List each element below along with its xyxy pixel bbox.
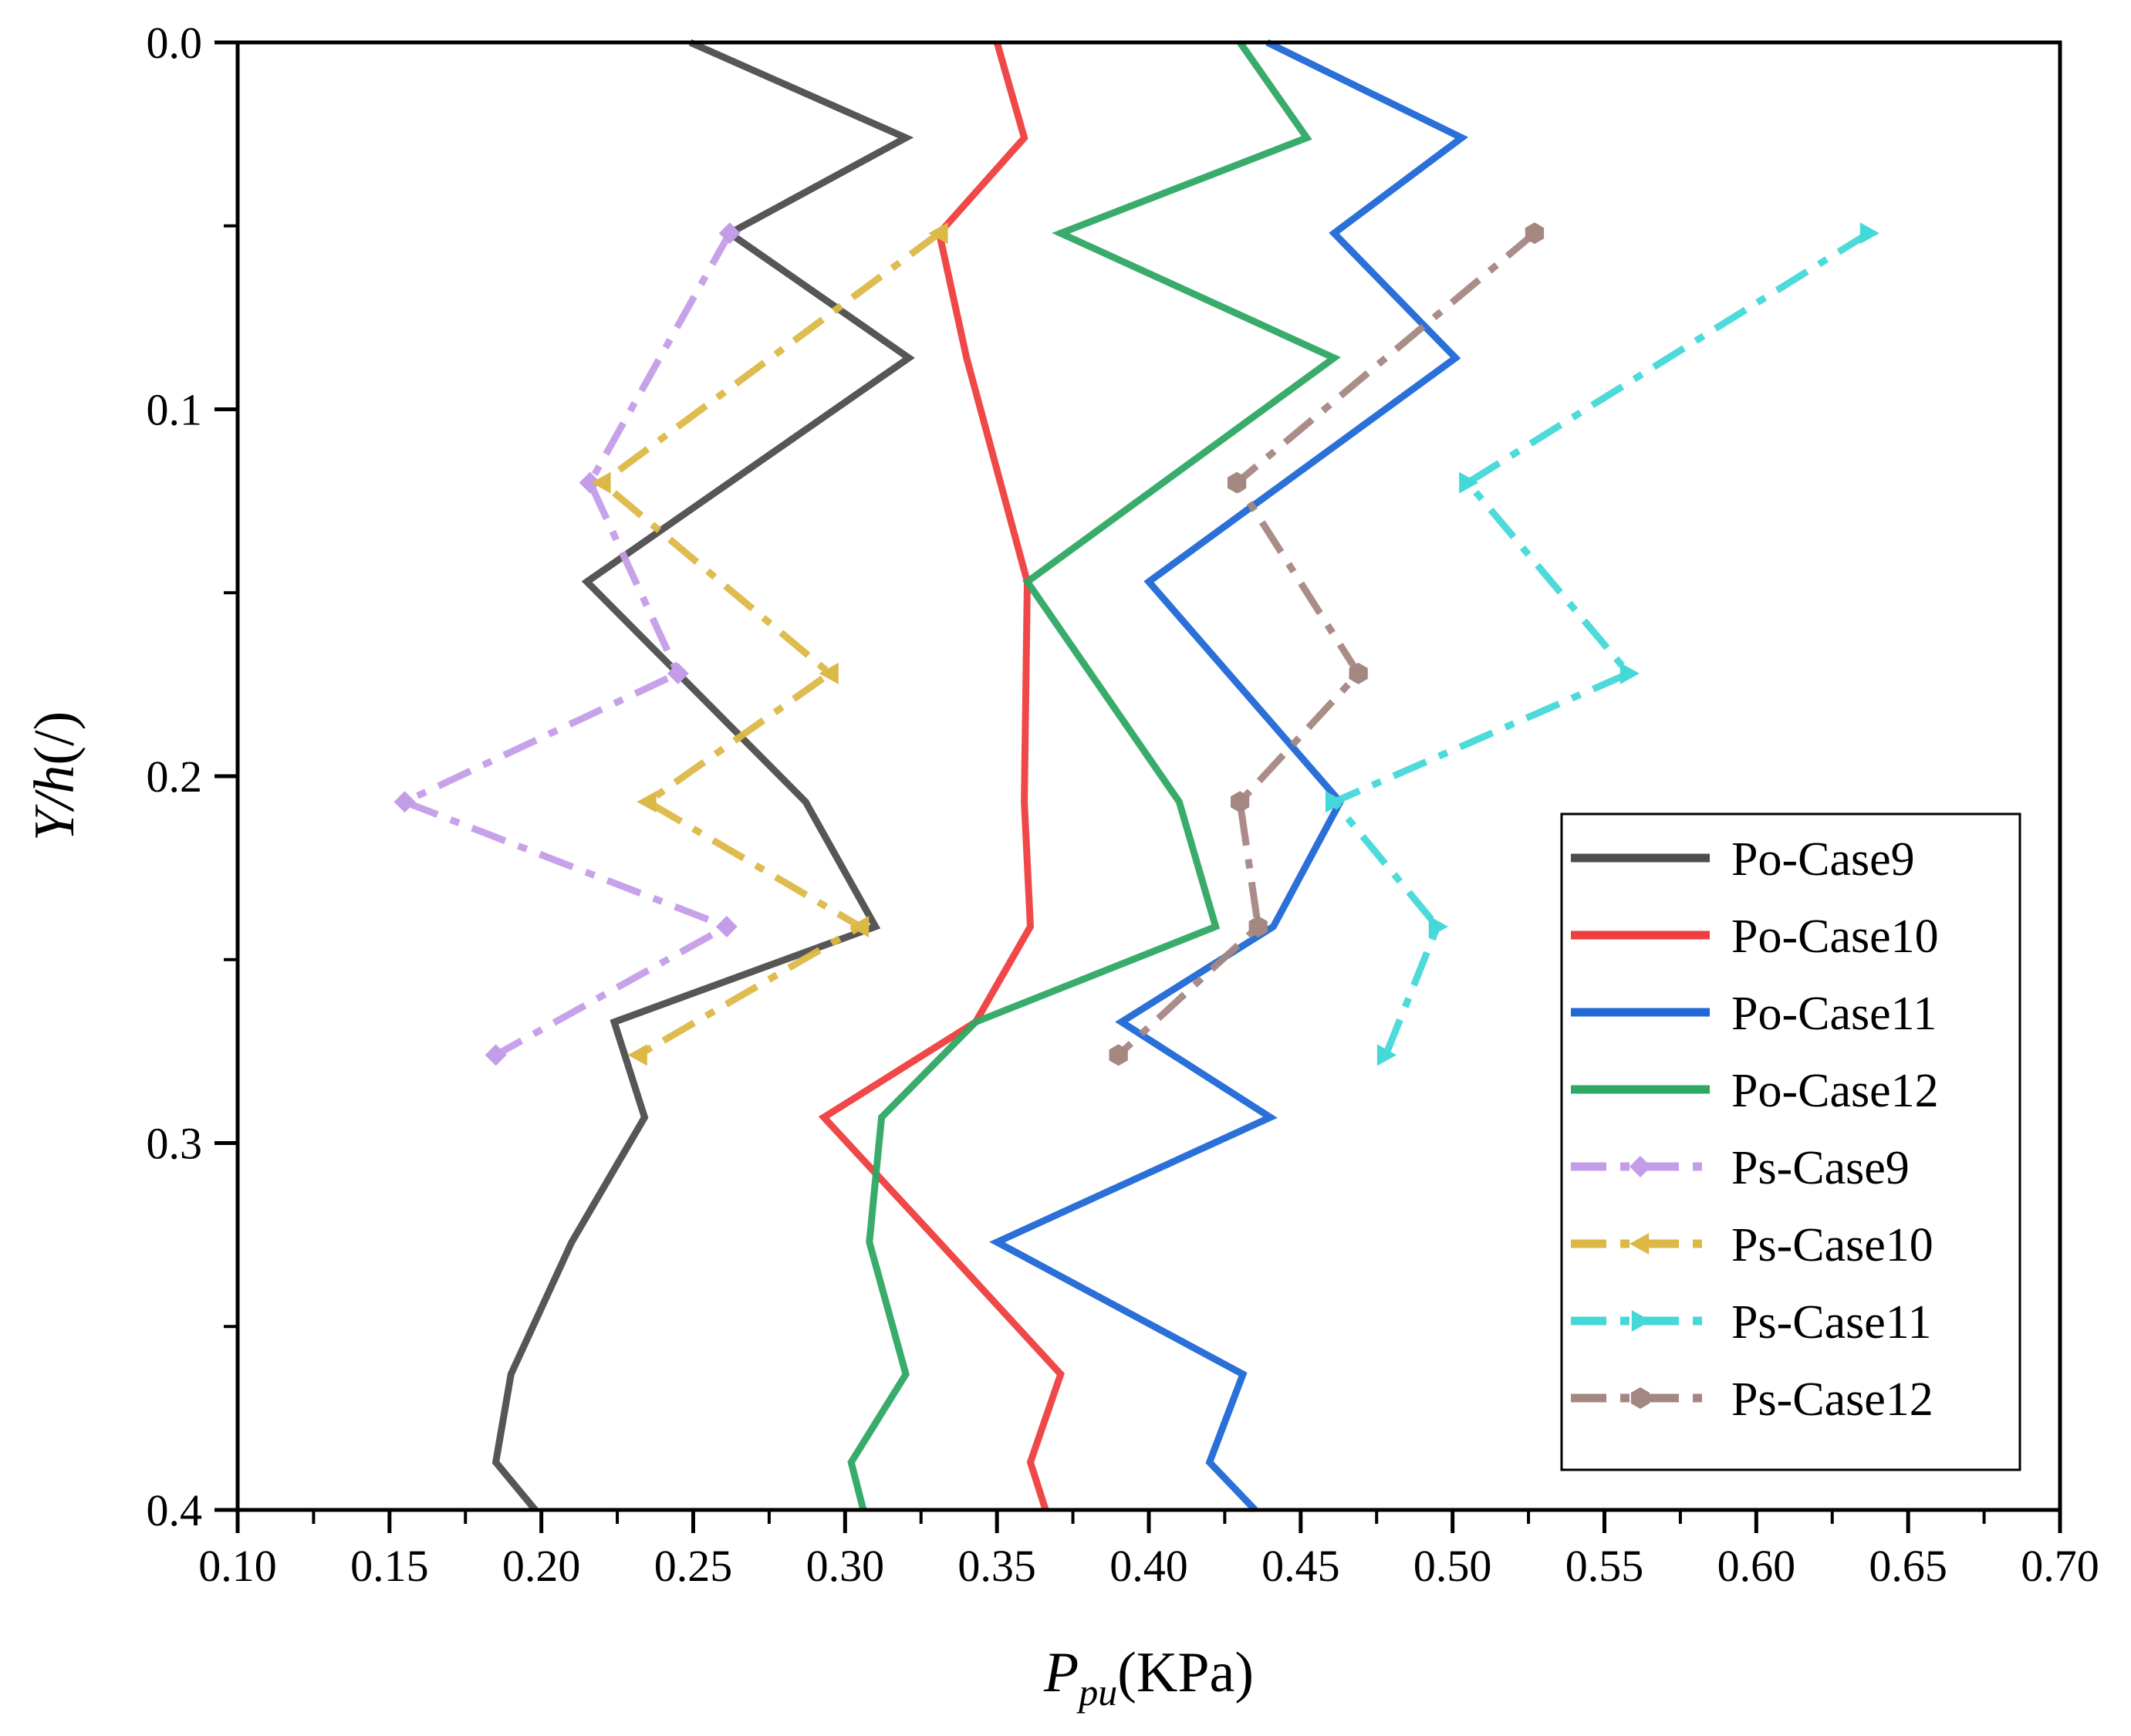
data-point-marker: [1376, 1044, 1397, 1066]
data-point-marker: [718, 222, 741, 245]
data-point-marker: [485, 1044, 507, 1066]
legend-item-po-case10: Po-Case10: [1571, 910, 1939, 963]
data-point-marker: [667, 662, 689, 684]
x-tick-label: 0.55: [1565, 1541, 1644, 1591]
data-point-marker: [1619, 662, 1640, 684]
data-point-marker: [928, 222, 948, 245]
series-ps-case10: [591, 222, 948, 1066]
legend-label: Po-Case11: [1731, 988, 1937, 1040]
legend-label: Po-Case12: [1731, 1065, 1939, 1117]
axes: 0.10 0.15 0.20 0.25 0.30 0.35 0.40 0.45 0.50 0.55…: [147, 18, 2099, 1591]
data-point-marker: [1459, 471, 1479, 494]
x-axis-title-sub: pu: [1076, 1670, 1117, 1714]
plot-frame: [235, 40, 2062, 1512]
data-point-marker: [819, 662, 839, 684]
legend-swatch-marker: [1629, 1156, 1651, 1177]
legend-swatch-marker: [1630, 1387, 1650, 1409]
plot-series: [393, 39, 1879, 1513]
x-tick-label: 0.35: [957, 1541, 1036, 1591]
legend-swatch-marker: [1629, 1233, 1650, 1255]
x-tick-label: 0.30: [806, 1541, 885, 1591]
series-po-case12: [847, 40, 1341, 1511]
legend-item-ps-case12: Ps-Case12: [1571, 1373, 1933, 1426]
legend-box: [1560, 812, 2021, 1471]
legend-label: Ps-Case12: [1731, 1373, 1933, 1426]
legend-label: Po-Case9: [1731, 833, 1915, 886]
data-point-marker: [1428, 915, 1448, 937]
axis-titles: Ppu(KPa) Y/h(/): [23, 711, 1254, 1714]
x-tick-label: 0.50: [1413, 1541, 1492, 1591]
data-point-marker: [715, 915, 738, 937]
y-axis-title-italic: h: [23, 765, 86, 794]
data-point-marker: [1109, 1044, 1128, 1066]
y-axis-title: Y/h(/): [23, 711, 86, 842]
legend-item-po-case12: Po-Case12: [1571, 1065, 1939, 1117]
data-point-marker: [1248, 916, 1268, 937]
data-point-marker: [637, 791, 657, 813]
x-tick-label: 0.15: [350, 1541, 429, 1591]
series-line: [1116, 230, 1537, 1058]
y-tick-label: 0.0: [147, 18, 203, 68]
y-axis-title-unit: (/): [23, 711, 86, 765]
legend-item-po-case11: Po-Case11: [1571, 988, 1937, 1040]
x-tick-label: 0.25: [654, 1541, 733, 1591]
x-tick-label: 0.65: [1869, 1541, 1947, 1591]
series-line: [989, 39, 1469, 1513]
x-axis-title-main: P: [1043, 1641, 1079, 1704]
data-point-marker: [579, 471, 601, 494]
data-point-marker: [591, 471, 611, 494]
legend-item-po-case9: Po-Case9: [1571, 833, 1915, 886]
y-tick-label: 0.2: [147, 751, 203, 802]
data-point-marker: [1325, 791, 1346, 813]
y-tick-label: 0.4: [147, 1485, 203, 1535]
series-ps-case11: [1325, 222, 1879, 1066]
data-point-marker: [849, 915, 870, 937]
series-po-case9: [491, 39, 915, 1512]
legend-label: Ps-Case10: [1731, 1219, 1933, 1272]
legend-swatch-marker: [1631, 1310, 1651, 1332]
x-tick-label: 0.20: [502, 1541, 581, 1591]
series-line: [396, 231, 735, 1059]
legend-label: Ps-Case11: [1731, 1296, 1931, 1349]
x-tick-label: 0.10: [198, 1541, 277, 1591]
data-point-marker: [1231, 791, 1250, 813]
legend-label: Ps-Case9: [1731, 1142, 1910, 1194]
series-po-case11: [989, 39, 1469, 1513]
y-axis-title-main: Y/: [23, 789, 86, 841]
x-axis-title-unit: (KPa): [1117, 1641, 1254, 1704]
series-line: [596, 230, 942, 1059]
legend-item-ps-case11: Ps-Case11: [1571, 1296, 1931, 1349]
legend: Po-Case9 Po-Case10 Po-Case11 Po-Case12 Ps-Ca…: [1560, 812, 2021, 1471]
data-point-marker: [1859, 222, 1879, 245]
series-line: [847, 40, 1341, 1511]
x-axis-title: Ppu(KPa): [1043, 1641, 1254, 1714]
legend-item-ps-case9: Ps-Case9: [1571, 1142, 1910, 1194]
legend-label: Po-Case10: [1731, 910, 1939, 963]
series-line: [1328, 230, 1871, 1057]
data-point-marker: [393, 791, 416, 813]
series-po-case10: [818, 41, 1065, 1511]
data-point-marker: [1228, 471, 1247, 494]
data-point-marker: [1349, 662, 1368, 684]
y-tick-label: 0.3: [147, 1119, 203, 1169]
legend-item-ps-case10: Ps-Case10: [1571, 1219, 1933, 1272]
series-line: [491, 39, 915, 1512]
x-tick-label: 0.40: [1109, 1541, 1188, 1591]
y-tick-label: 0.1: [147, 385, 203, 435]
series-line: [818, 41, 1065, 1511]
data-point-marker: [1525, 222, 1545, 245]
series-ps-case9: [393, 222, 741, 1066]
x-tick-label: 0.45: [1261, 1541, 1340, 1591]
x-tick-label: 0.60: [1717, 1541, 1796, 1591]
series-ps-case12: [1109, 222, 1545, 1066]
data-point-marker: [627, 1044, 647, 1066]
x-tick-label: 0.70: [2021, 1541, 2099, 1591]
